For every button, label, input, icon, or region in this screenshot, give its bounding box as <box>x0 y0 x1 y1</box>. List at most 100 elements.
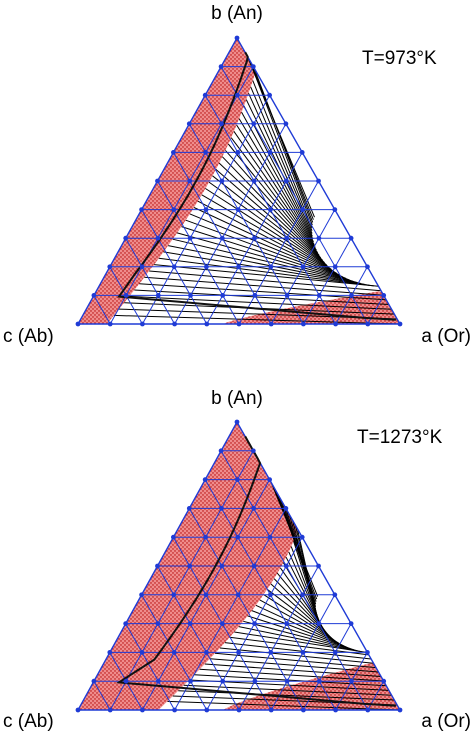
grid-node <box>268 592 273 598</box>
grid-node <box>300 264 306 270</box>
grid-node <box>219 178 225 184</box>
ternary-diagram-973: b (An) c (Ab) a (Or) T=973°K <box>3 3 471 347</box>
tie-line <box>168 245 366 285</box>
grid-node <box>220 293 226 298</box>
grid-line <box>93 295 111 325</box>
grid-node <box>235 92 240 98</box>
grid-node <box>284 235 290 241</box>
grid-node <box>139 207 145 213</box>
tie-line <box>252 80 313 229</box>
grid-node <box>220 678 226 684</box>
grid-node <box>186 121 192 127</box>
tie-line <box>113 314 401 325</box>
vertex-label-top: b (An) <box>211 388 263 409</box>
grid-node <box>235 207 241 213</box>
grid-node <box>123 678 129 684</box>
tie-line <box>247 615 355 651</box>
grid-node <box>171 207 177 213</box>
vertex-label-left: c (Ab) <box>3 326 54 347</box>
grid-node <box>252 293 258 298</box>
grid-node <box>107 707 113 713</box>
grid-node <box>283 121 289 127</box>
grid-node <box>381 678 387 684</box>
tie-line <box>215 169 328 266</box>
grid-node <box>155 678 161 684</box>
grid-node <box>75 707 81 713</box>
tie-line <box>270 583 336 642</box>
grid-node <box>332 264 338 270</box>
grid-node <box>171 150 176 155</box>
grid-node <box>299 150 305 155</box>
grid-node <box>283 178 289 184</box>
grid-node <box>139 650 145 655</box>
grid-node <box>348 235 354 241</box>
grid-node <box>123 621 129 626</box>
grid-node <box>316 621 322 626</box>
ternary-diagram-1273: b (An) c (Ab) a (Or) T=1273°K <box>3 388 471 732</box>
grid-node <box>316 563 321 569</box>
grid-node <box>107 650 113 655</box>
tie-line <box>214 652 377 669</box>
grid-line <box>109 450 254 711</box>
tie-line <box>209 658 379 673</box>
grid-node <box>397 321 403 327</box>
vertex-label-right: a (Or) <box>421 711 471 732</box>
grid-node <box>107 264 113 270</box>
grid-node <box>316 178 321 184</box>
grid-node <box>300 207 305 213</box>
grid-line <box>125 237 176 325</box>
tie-line <box>219 647 374 664</box>
tie-line <box>181 226 354 282</box>
grid-node <box>301 321 306 327</box>
grid-node <box>218 64 224 69</box>
grid-node <box>252 678 258 684</box>
grid-node <box>204 264 209 270</box>
grid-node <box>300 592 305 598</box>
vertex-label-top: b (An) <box>211 3 263 24</box>
grid-node <box>140 321 145 327</box>
vertex-label-right: a (Or) <box>421 326 471 347</box>
grid-node <box>123 293 129 298</box>
grid-node <box>268 321 274 327</box>
grid-node <box>300 650 306 655</box>
grid-node <box>219 121 224 127</box>
grid-node <box>316 235 322 241</box>
grid-node <box>219 621 225 626</box>
grid-line <box>238 565 319 711</box>
grid-node <box>219 235 225 241</box>
grid-node <box>172 321 178 327</box>
grid-node <box>203 150 209 155</box>
binodal-line <box>116 435 396 707</box>
binodal-curve <box>116 435 396 707</box>
tie-line <box>183 684 392 696</box>
grid-line <box>157 565 240 711</box>
grid-line <box>302 623 352 711</box>
tie-line <box>241 112 314 243</box>
tie-line <box>189 213 347 279</box>
grid-node <box>267 92 272 98</box>
tie-line <box>263 594 342 646</box>
grid-node <box>348 621 354 626</box>
tie-line <box>234 631 366 653</box>
grid-node <box>187 563 193 569</box>
tie-line <box>233 131 317 251</box>
grid-nodes <box>75 419 403 713</box>
grid-node <box>139 592 145 598</box>
vertex-label-left: c (Ab) <box>3 711 54 732</box>
grid-node <box>365 650 370 655</box>
tie-line <box>167 700 401 711</box>
grid-node <box>188 293 193 298</box>
grid-node <box>91 678 97 684</box>
grid-node <box>301 707 306 713</box>
grid-node <box>203 592 209 598</box>
grid-node <box>204 707 210 713</box>
grid-node <box>251 563 257 569</box>
grid-node <box>316 678 322 684</box>
tie-line <box>158 257 374 287</box>
grid-node <box>155 563 160 569</box>
grid-node <box>123 235 129 241</box>
grid-node <box>187 621 193 626</box>
grid-node <box>235 592 241 598</box>
grid-line <box>302 237 352 325</box>
